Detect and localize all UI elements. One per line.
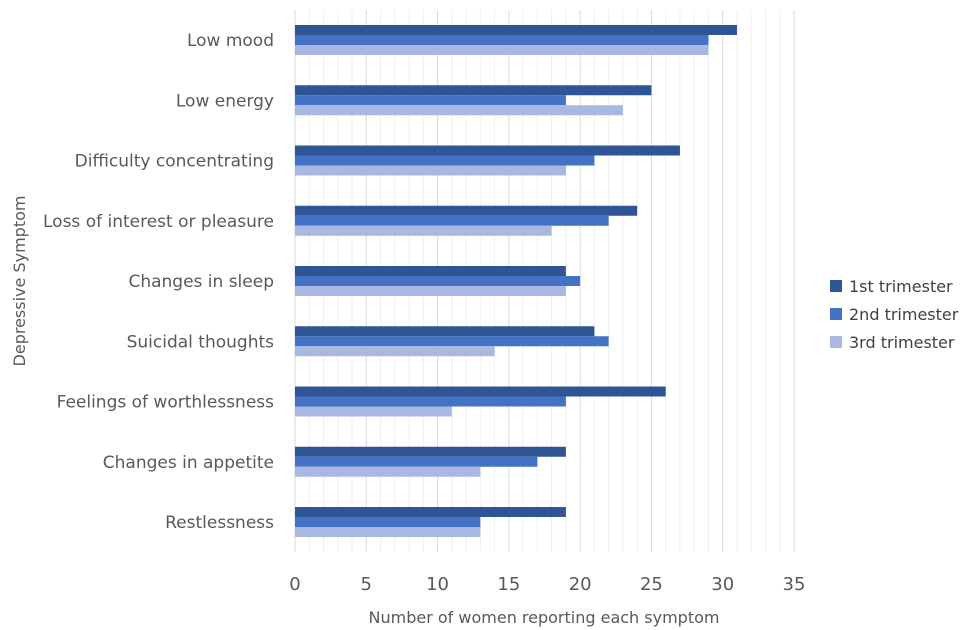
bar	[295, 25, 737, 35]
legend-swatch	[830, 336, 842, 348]
legend-swatch	[830, 308, 842, 320]
x-tick-label: 0	[289, 574, 300, 595]
x-tick-label: 25	[640, 574, 663, 595]
bar	[295, 286, 566, 296]
bar	[295, 85, 652, 96]
y-axis-title: Depressive Symptom	[10, 196, 29, 367]
bar	[295, 346, 495, 357]
legend-label: 2nd trimester	[849, 305, 959, 324]
bar	[295, 145, 680, 156]
bar	[295, 406, 452, 417]
bar	[295, 105, 623, 116]
bar	[295, 507, 566, 517]
bar	[295, 165, 566, 176]
legend-label: 3rd trimester	[849, 333, 955, 352]
category-label: Feelings of worthlessness	[57, 393, 275, 413]
bar	[295, 527, 481, 537]
bar	[295, 326, 595, 337]
bar	[295, 266, 566, 276]
bar	[295, 456, 538, 467]
legend-label: 1st trimester	[849, 277, 953, 296]
category-label: Suicidal thoughts	[127, 332, 275, 352]
bar	[295, 517, 481, 527]
category-label: Changes in appetite	[103, 453, 274, 473]
bar	[295, 336, 609, 347]
x-tick-label: 10	[426, 574, 449, 595]
category-label: Low energy	[176, 91, 274, 111]
category-labels: Low mood Low energy Difficulty concentrati…	[43, 31, 274, 533]
bar	[295, 95, 566, 106]
category-label: Restlessness	[165, 513, 274, 533]
x-tick-label: 30	[711, 574, 734, 595]
bar	[295, 155, 595, 166]
legend: 1st trimester 2nd trimester 3rd trimester	[830, 277, 959, 352]
x-tick-labels: 0 5 10 15 20 25 30 35	[289, 574, 805, 595]
category-label: Loss of interest or pleasure	[43, 212, 274, 232]
bar	[295, 225, 552, 236]
x-tick-label: 5	[361, 574, 372, 595]
bar	[295, 446, 566, 457]
category-label: Difficulty concentrating	[75, 152, 274, 172]
category-label: Changes in sleep	[128, 272, 274, 292]
legend-swatch	[830, 280, 842, 292]
bar	[295, 466, 481, 477]
x-tick-label: 20	[569, 574, 592, 595]
x-tick-label: 35	[783, 574, 806, 595]
bar	[295, 35, 709, 45]
bar	[295, 386, 666, 397]
category-label: Low mood	[187, 31, 274, 51]
bar	[295, 205, 638, 216]
bar	[295, 276, 581, 286]
bar	[295, 45, 709, 55]
bar	[295, 215, 609, 226]
x-tick-label: 15	[497, 574, 520, 595]
bar	[295, 396, 566, 407]
x-axis-title: Number of women reporting each symptom	[369, 608, 720, 627]
bars	[295, 25, 737, 537]
